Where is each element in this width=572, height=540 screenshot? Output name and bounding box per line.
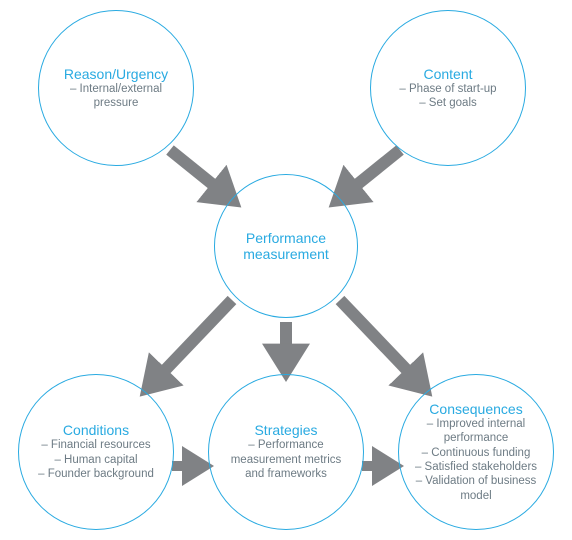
node-line: – Satisfied stakeholders bbox=[415, 460, 537, 474]
node-line: – Internal/external bbox=[70, 82, 162, 96]
node-line: – Founder background bbox=[38, 467, 154, 481]
node-line: – Improved internal bbox=[427, 417, 525, 431]
node-title: Conditions bbox=[63, 422, 129, 438]
node-title-line: measurement bbox=[243, 246, 329, 262]
node-line: – Validation of business bbox=[416, 474, 537, 488]
node-performance-measurement: Performance measurement bbox=[214, 174, 358, 318]
node-conditions: Conditions – Financial resources – Human… bbox=[18, 374, 174, 530]
node-reason-urgency: Reason/Urgency – Internal/external press… bbox=[38, 10, 194, 166]
node-consequences: Consequences – Improved internal perform… bbox=[398, 374, 554, 530]
node-title: Consequences bbox=[429, 401, 522, 417]
arrow-center-to-consequences bbox=[340, 300, 424, 388]
node-title: Reason/Urgency bbox=[64, 66, 168, 82]
node-line: model bbox=[460, 489, 491, 503]
arrow-reason-to-center bbox=[170, 150, 232, 200]
node-line: pressure bbox=[94, 96, 139, 110]
node-title-line: Performance bbox=[246, 230, 326, 246]
arrow-content-to-center bbox=[338, 150, 400, 200]
node-content: Content – Phase of start-up – Set goals bbox=[370, 10, 526, 166]
node-line: and frameworks bbox=[245, 467, 327, 481]
node-line: – Human capital bbox=[54, 453, 137, 467]
node-title: Strategies bbox=[254, 422, 317, 438]
node-line: – Phase of start-up bbox=[399, 82, 496, 96]
node-line: – Performance bbox=[248, 438, 323, 452]
node-title: Content bbox=[423, 66, 472, 82]
arrow-center-to-conditions bbox=[148, 300, 232, 388]
node-line: measurement metrics bbox=[231, 453, 342, 467]
node-line: – Continuous funding bbox=[422, 446, 531, 460]
node-strategies: Strategies – Performance measurement met… bbox=[208, 374, 364, 530]
node-line: – Financial resources bbox=[41, 438, 150, 452]
node-line: – Set goals bbox=[419, 96, 477, 110]
node-line: performance bbox=[444, 431, 509, 445]
